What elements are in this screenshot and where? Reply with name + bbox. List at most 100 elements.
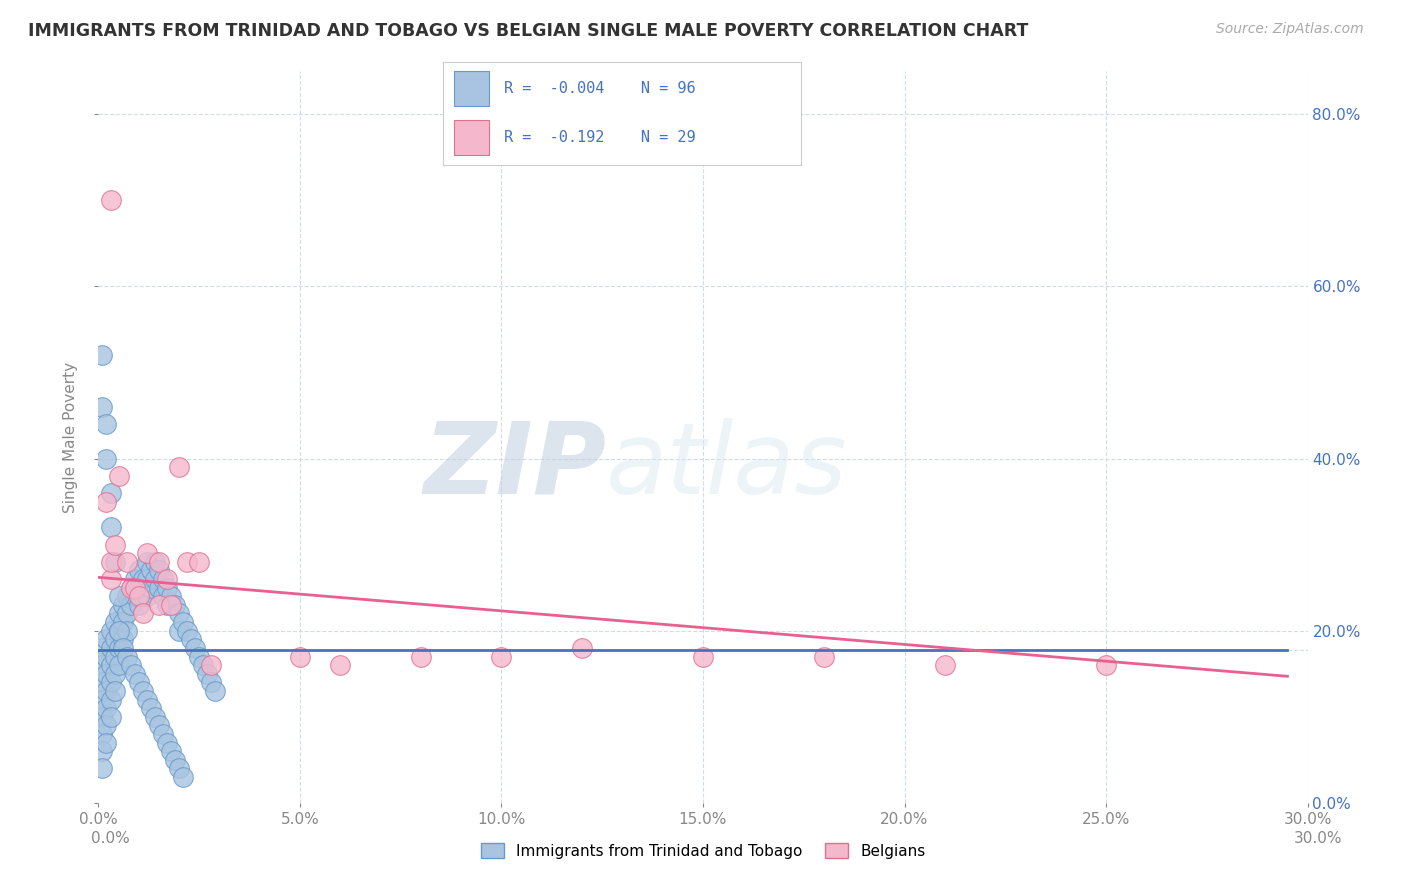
Point (163, 598, 186, 612)
Point (139, 581, 162, 595)
Point (107, 468, 129, 483)
Point (115, 555, 138, 569)
Point (103, 666, 125, 681)
Point (96, 666, 118, 681)
Point (160, 598, 183, 612)
Point (100, 572, 122, 586)
Legend: Immigrants from Trinidad and Tobago, Belgians: Immigrants from Trinidad and Tobago, Bel… (474, 837, 932, 864)
Point (156, 581, 179, 595)
Point (128, 675, 150, 690)
Text: 0.0%: 0.0% (91, 831, 131, 846)
Point (132, 607, 155, 621)
Point (176, 624, 198, 638)
Point (135, 546, 157, 560)
Point (100, 194, 122, 208)
Point (96, 494, 118, 508)
Point (91, 744, 114, 758)
Point (128, 581, 150, 595)
Point (100, 675, 122, 690)
Point (156, 572, 179, 586)
Point (132, 572, 155, 586)
Point (107, 607, 129, 621)
Point (184, 640, 207, 655)
Point (409, 649, 432, 664)
Point (107, 624, 129, 638)
Point (120, 658, 142, 673)
Point (91, 761, 114, 775)
Point (172, 770, 194, 784)
FancyBboxPatch shape (454, 120, 489, 155)
FancyBboxPatch shape (454, 70, 489, 105)
Point (103, 632, 125, 647)
Point (152, 572, 174, 586)
Text: R =  -0.004    N = 96: R = -0.004 N = 96 (503, 80, 696, 95)
Point (160, 589, 183, 603)
Point (100, 640, 122, 655)
Text: ZIP: ZIP (423, 417, 606, 515)
Point (91, 692, 114, 706)
Point (96, 451, 118, 466)
Point (167, 460, 190, 475)
Point (115, 589, 138, 603)
Point (124, 572, 146, 586)
Point (135, 589, 157, 603)
Point (100, 658, 122, 673)
Point (163, 753, 186, 767)
Point (200, 675, 222, 690)
Point (103, 649, 125, 664)
Point (143, 555, 166, 569)
Point (128, 564, 150, 578)
Point (288, 649, 311, 664)
Point (148, 564, 170, 578)
Point (132, 684, 155, 698)
Point (148, 598, 170, 612)
Point (160, 744, 183, 758)
Point (132, 589, 155, 603)
Point (100, 520, 122, 534)
Point (148, 581, 170, 595)
Point (1095, 658, 1118, 673)
Point (172, 615, 194, 629)
Point (111, 632, 134, 647)
Point (100, 692, 122, 706)
Point (167, 761, 190, 775)
Text: atlas: atlas (606, 417, 848, 515)
Point (103, 538, 125, 552)
Point (143, 572, 166, 586)
Point (195, 666, 218, 681)
Text: 30.0%: 30.0% (1295, 831, 1343, 846)
Point (111, 640, 134, 655)
Point (692, 649, 714, 664)
Point (152, 589, 174, 603)
Point (107, 658, 129, 673)
Point (120, 581, 142, 595)
Point (571, 640, 593, 655)
Point (167, 624, 190, 638)
Point (96, 649, 118, 664)
Point (100, 555, 122, 569)
Point (124, 581, 146, 595)
Point (111, 598, 134, 612)
Point (143, 710, 166, 724)
Point (96, 417, 118, 432)
Point (107, 589, 129, 603)
Point (91, 675, 114, 690)
Point (91, 658, 114, 673)
Point (135, 692, 157, 706)
Point (148, 555, 170, 569)
Point (148, 718, 170, 732)
Point (204, 684, 226, 698)
Point (934, 658, 956, 673)
Point (139, 564, 162, 578)
Point (96, 632, 118, 647)
Point (96, 735, 118, 749)
Point (491, 649, 513, 664)
Point (200, 658, 222, 673)
Point (152, 727, 174, 741)
Y-axis label: Single Male Poverty: Single Male Poverty (63, 361, 79, 513)
Point (813, 649, 835, 664)
Point (128, 589, 150, 603)
Point (188, 555, 211, 569)
Text: Source: ZipAtlas.com: Source: ZipAtlas.com (1216, 22, 1364, 37)
Point (91, 400, 114, 414)
